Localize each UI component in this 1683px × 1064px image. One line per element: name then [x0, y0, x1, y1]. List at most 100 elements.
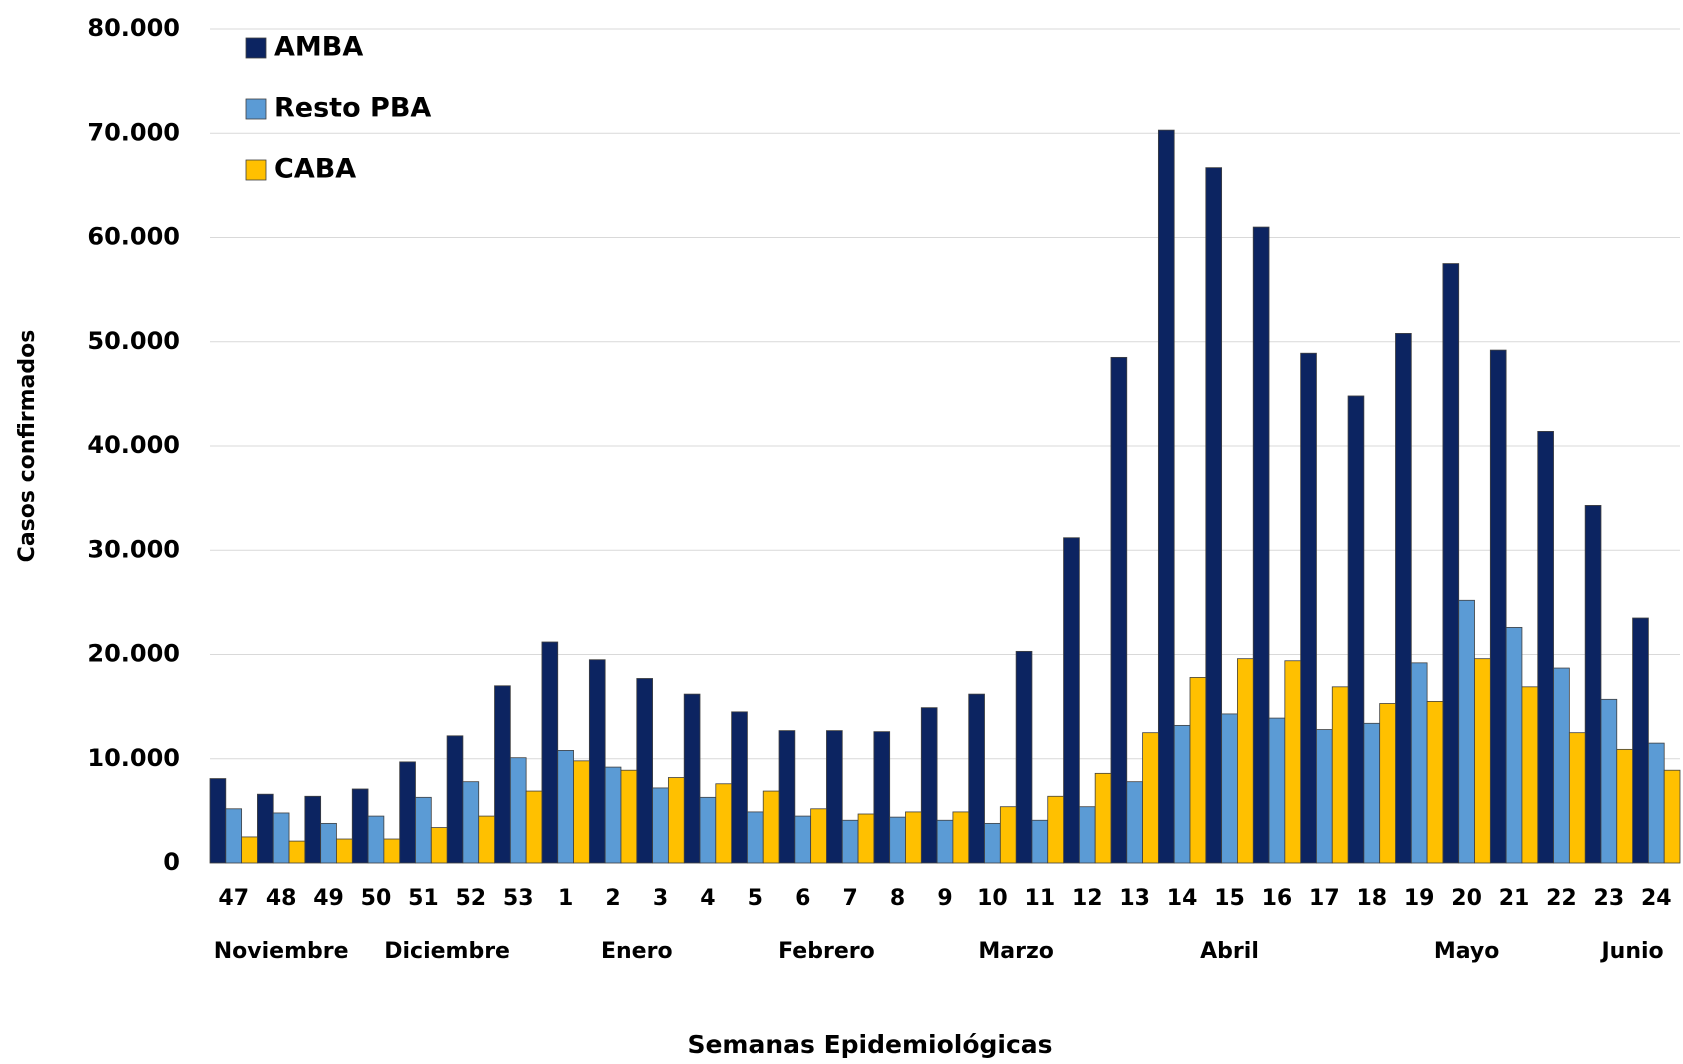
bar [889, 816, 906, 864]
bar [1442, 263, 1460, 864]
bar [1395, 333, 1412, 864]
bar [1363, 722, 1381, 864]
x-tick-label: 22 [1546, 886, 1577, 911]
bar [1521, 686, 1539, 864]
bar [1268, 717, 1286, 864]
month-label: Marzo [978, 939, 1054, 964]
y-tick-label: 0 [163, 848, 180, 876]
legend-swatch [245, 159, 267, 181]
bar [762, 790, 780, 864]
bar [1553, 667, 1570, 864]
bar [1221, 713, 1238, 864]
bar [320, 822, 337, 864]
x-tick-label: 4 [700, 886, 715, 911]
bar [1600, 698, 1618, 864]
month-label: Mayo [1434, 939, 1500, 964]
x-tick-label: 8 [890, 886, 905, 911]
month-label: Febrero [778, 939, 875, 964]
bar [1126, 781, 1143, 864]
bar [588, 659, 606, 864]
y-tick-label: 80.000 [87, 14, 180, 42]
bar [1379, 703, 1396, 864]
bar [1316, 729, 1333, 864]
bar [1489, 349, 1507, 864]
bar [430, 827, 448, 864]
bar [383, 838, 401, 864]
bar [288, 840, 306, 864]
bar [794, 815, 812, 864]
x-tick-label: 11 [1025, 886, 1056, 911]
bar [747, 811, 764, 864]
bar [573, 760, 590, 864]
y-tick-label: 10.000 [87, 744, 180, 772]
bar [1410, 662, 1428, 864]
x-tick-label: 10 [977, 886, 1008, 911]
x-tick-label: 24 [1641, 886, 1672, 911]
bar [968, 693, 985, 864]
y-tick-label: 20.000 [87, 640, 180, 668]
x-tick-label: 49 [313, 886, 344, 911]
month-label: Enero [601, 939, 673, 964]
x-tick-label: 14 [1167, 886, 1198, 911]
bar [1031, 819, 1049, 864]
bar [952, 811, 970, 864]
bar [652, 787, 669, 864]
bar [873, 731, 891, 864]
bar [778, 730, 796, 864]
bar [1347, 395, 1365, 864]
legend-swatch [245, 98, 267, 120]
bar [525, 790, 543, 864]
x-tick-label: 47 [218, 886, 249, 911]
bar [272, 812, 290, 864]
x-tick-label: 13 [1119, 886, 1150, 911]
bar [715, 783, 733, 864]
x-tick-label: 3 [653, 886, 668, 911]
bar [351, 788, 369, 864]
bar [620, 769, 638, 864]
bar [826, 730, 843, 864]
bar [1568, 732, 1586, 864]
x-tick-label: 48 [266, 886, 297, 911]
x-tick-label: 18 [1356, 886, 1387, 911]
bar [999, 806, 1017, 864]
y-tick-label: 70.000 [87, 118, 180, 146]
bar [1189, 677, 1207, 864]
bar [604, 766, 622, 864]
bar [1537, 431, 1554, 864]
bar [1616, 748, 1633, 864]
legend-label: CABA [274, 154, 356, 185]
bar [1474, 658, 1491, 864]
x-tick-label: 19 [1404, 886, 1435, 911]
bar [1505, 626, 1523, 864]
month-label: Abril [1200, 939, 1259, 964]
bar [1047, 795, 1064, 864]
bar [1584, 505, 1602, 864]
bar [905, 811, 922, 864]
month-label: Diciembre [384, 939, 510, 964]
bar [304, 795, 322, 864]
bar [699, 796, 717, 864]
month-label: Noviembre [214, 939, 349, 964]
x-tick-label: 23 [1594, 886, 1625, 911]
bar [209, 778, 227, 864]
x-tick-label: 17 [1309, 886, 1340, 911]
x-tick-label: 21 [1499, 886, 1530, 911]
bar [1142, 732, 1159, 864]
bar [1094, 772, 1112, 864]
bar [841, 819, 859, 864]
bar [478, 815, 495, 864]
bar [1426, 701, 1444, 864]
x-tick-label: 9 [937, 886, 952, 911]
x-tick-label: 50 [361, 886, 392, 911]
bar [541, 641, 559, 864]
legend-label: Resto PBA [274, 93, 431, 124]
bar [920, 707, 938, 864]
bar [494, 685, 511, 864]
x-tick-label: 1 [558, 886, 573, 911]
bar [1205, 167, 1223, 864]
bar [1237, 658, 1254, 864]
bar [225, 808, 243, 864]
bar [1284, 660, 1302, 864]
bar [257, 793, 274, 864]
